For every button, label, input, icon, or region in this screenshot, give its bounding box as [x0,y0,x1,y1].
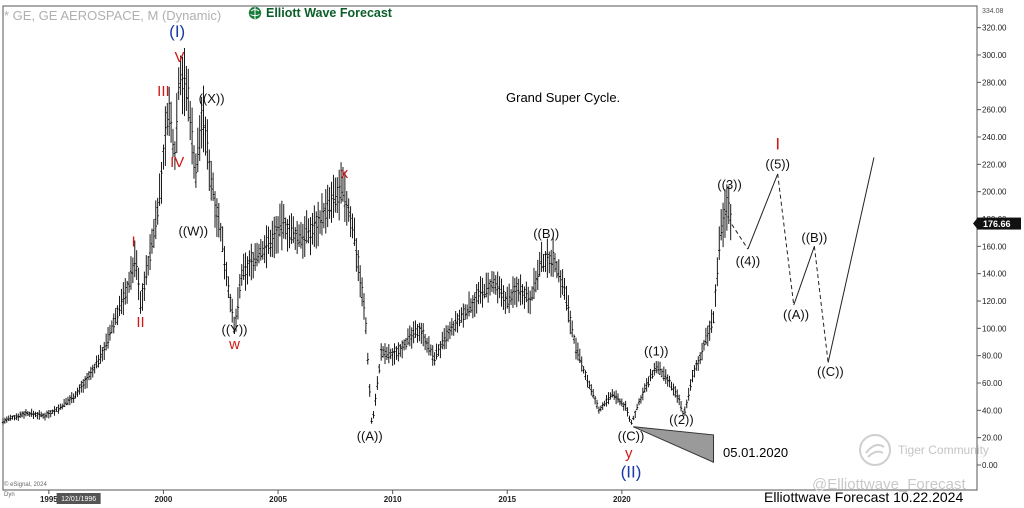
projection-segment [793,246,815,306]
tiger-logo-icon [859,434,891,466]
x-highlight-label: 12/01/1996 [61,496,96,503]
y-tick-label: 320.00 [982,24,1007,33]
x-tick-label: 2005 [269,495,287,504]
wave-label: ((5)) [765,156,790,171]
brand-name: Elliott Wave Forecast [266,6,392,20]
projection-segment [777,173,795,306]
x-tick-label: 2015 [498,495,516,504]
x-axis-ticks: 1995 2000 2005 2010 2015 2020 12/01/1996 [40,490,631,504]
wave-label: ((A)) [783,307,809,322]
x-highlight-box [56,493,101,504]
wave-label: ((Y)) [221,322,247,337]
wave-label: V [174,49,184,66]
y-tick-label: 160.00 [982,242,1007,251]
tiger-community-text: Tiger Community [898,443,989,457]
x-tick-label: 1995 [40,495,58,504]
projection-path [731,157,875,363]
projection-segment [827,157,875,363]
brand-logo: Elliott Wave Forecast [248,6,392,20]
wave-label: w [228,336,240,353]
projection-segment [813,246,829,363]
triangle-marker [633,426,715,464]
wave-label: I [775,134,780,153]
y-axis-ticks: 0.00 20.00 40.00 60.00 80.00 100.00 120.00 140.… [977,8,1007,470]
y-tick-label: 40.00 [982,406,1003,415]
last-price-marker: 176.66 [973,217,1021,230]
wave-label: ((X)) [199,91,225,106]
watermark-handle: @Elliottwave_Forecast [812,476,966,493]
y-tick-label: 120.00 [982,297,1007,306]
last-price-box [977,217,1021,230]
y-tick-label: 300.00 [982,51,1007,60]
symbol-header: * GE, GE AEROSPACE, M (Dynamic) [4,8,222,23]
wave-label: ((C)) [618,428,645,443]
wave-label: ((3)) [717,177,742,192]
x-tick-label: 2000 [155,495,173,504]
triangle-date-label: 05.01.2020 [723,445,788,460]
wave-label: I [132,233,136,250]
wave-label: x [341,165,349,182]
footer-credit: Elliottwave Forecast 10.22.2024 [764,489,964,505]
x-tick-label: 2020 [613,495,631,504]
wave-label: (I) [169,22,185,41]
wave-label: ((4)) [736,253,761,268]
last-price-label: 176.66 [983,219,1011,229]
y-tick-label: 0.00 [982,461,998,470]
wave-label: ((W)) [178,223,208,238]
projection-segment [731,224,749,250]
y-tick-label: 240.00 [982,133,1007,142]
wave-label: y [625,445,633,462]
price-bars [1,47,732,425]
wave-label: II [136,314,144,331]
wave-label: ((B)) [801,230,827,245]
y-tick-label: 80.00 [982,352,1003,361]
y-tick-label: 100.00 [982,324,1007,333]
chart-title: Grand Super Cycle. [506,90,620,105]
y-tick-label: 220.00 [982,160,1007,169]
y-tick-label: 140.00 [982,270,1007,279]
projection-segment [747,173,779,250]
wave-label: (II) [621,462,642,481]
wave-label: ((1)) [644,344,669,359]
x-tick-label: 2010 [384,495,402,504]
triangle-shape [633,426,715,464]
wave-label: ((B)) [533,226,559,241]
wave-label: ((A)) [357,428,383,443]
last-price-arrow [973,218,977,229]
dyn-label: Dyn [4,492,15,498]
plot-border [2,5,978,491]
y-tick-label: 280.00 [982,78,1007,87]
y-tick-label: 260.00 [982,106,1007,115]
y-top-value: 334.08 [982,8,1004,15]
wave-label: ((C)) [817,364,844,379]
wave-label: ((2)) [669,412,694,427]
y-tick-label: 20.00 [982,434,1003,443]
wave-label: III [157,83,170,100]
brand-globe-icon [248,6,262,20]
y-tick-label: 60.00 [982,379,1003,388]
y-tick-label: 200.00 [982,188,1007,197]
tiger-community-badge: Tiger Community [858,433,989,467]
wave-label: IV [170,154,184,171]
esignal-copyright: © eSignal, 2024 [4,482,47,488]
